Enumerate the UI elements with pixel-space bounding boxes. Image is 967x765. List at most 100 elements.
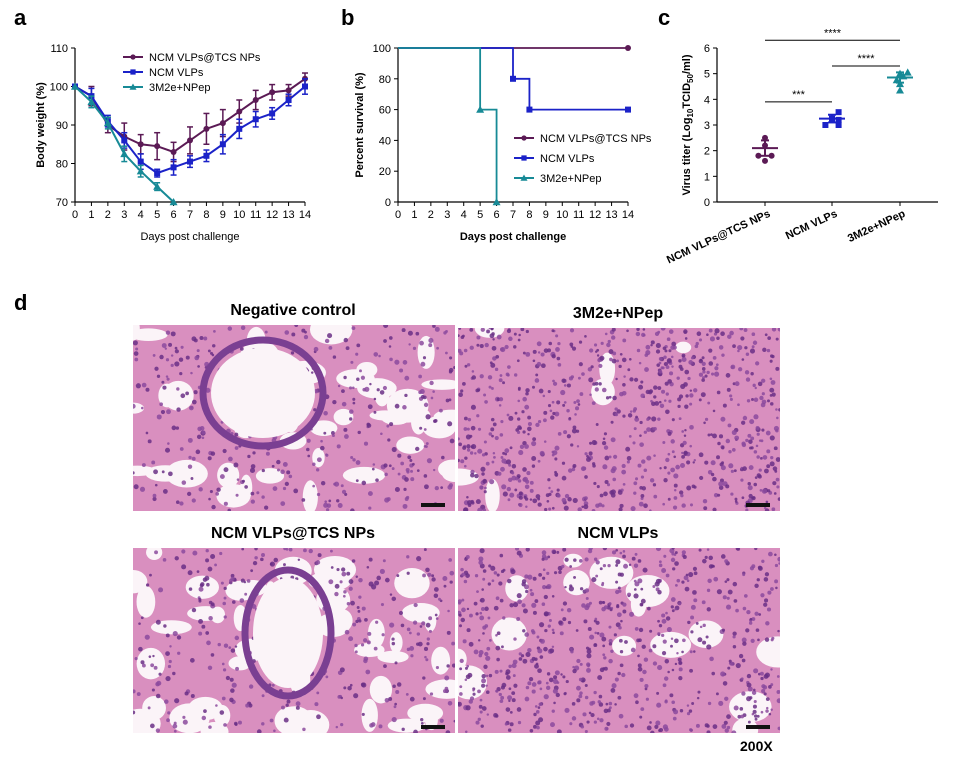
nucleus <box>596 632 600 635</box>
nucleus <box>254 548 258 551</box>
nucleus <box>352 401 356 405</box>
nucleus <box>693 650 696 653</box>
nucleus <box>490 417 495 422</box>
nucleus <box>527 421 532 427</box>
nucleus <box>169 645 172 648</box>
nucleus <box>473 649 479 655</box>
nucleus <box>489 638 492 642</box>
nucleus <box>458 328 462 330</box>
nucleus <box>716 336 720 341</box>
nucleus <box>704 417 709 421</box>
nucleus <box>511 475 517 481</box>
nucleus <box>621 357 627 363</box>
nucleus <box>721 446 725 450</box>
nucleus <box>602 437 606 440</box>
nucleus <box>746 673 752 679</box>
nucleus <box>551 645 555 649</box>
nucleus <box>264 330 268 334</box>
nucleus <box>769 377 773 381</box>
nucleus <box>191 456 196 461</box>
nucleus <box>196 570 200 573</box>
nucleus <box>496 657 500 662</box>
nucleus <box>142 663 146 668</box>
nucleus <box>693 485 697 489</box>
nucleus <box>755 425 760 430</box>
nucleus <box>531 682 537 687</box>
nucleus <box>206 582 210 587</box>
x-axis-label: Days post challenge <box>460 231 566 243</box>
nucleus <box>525 548 530 552</box>
nucleus <box>188 587 193 591</box>
nucleus <box>598 600 603 605</box>
nucleus <box>563 384 567 387</box>
nucleus <box>543 646 548 652</box>
nucleus <box>409 631 412 635</box>
nucleus <box>388 464 392 468</box>
nucleus <box>557 341 561 346</box>
nucleus <box>515 548 520 551</box>
data-point <box>835 122 842 128</box>
nucleus <box>693 388 698 393</box>
nucleus <box>400 461 405 466</box>
nucleus <box>576 399 580 403</box>
nucleus <box>530 629 535 633</box>
nucleus <box>712 507 717 511</box>
nucleus <box>449 356 453 360</box>
nucleus <box>740 714 745 719</box>
nucleus <box>640 380 644 384</box>
nucleus <box>404 393 408 398</box>
nucleus <box>391 637 395 641</box>
nucleus <box>671 341 677 347</box>
nucleus <box>615 589 620 595</box>
nucleus <box>538 717 544 723</box>
nucleus <box>149 573 152 577</box>
nucleus <box>591 401 596 406</box>
nucleus <box>416 642 420 646</box>
nucleus <box>552 631 555 635</box>
nucleus <box>738 367 743 372</box>
nucleus <box>543 594 548 600</box>
nucleus <box>348 586 353 591</box>
nucleus <box>483 490 487 494</box>
nucleus <box>402 405 407 410</box>
nucleus <box>172 723 178 729</box>
nucleus <box>662 502 665 506</box>
nucleus <box>776 698 780 704</box>
nucleus <box>670 467 676 473</box>
x-tick-label: 8 <box>526 209 532 221</box>
alveolar-space <box>302 480 318 511</box>
nucleus <box>586 720 590 724</box>
nucleus <box>522 658 528 664</box>
nucleus <box>715 692 719 696</box>
nucleus <box>458 348 462 353</box>
nucleus <box>737 349 740 353</box>
nucleus <box>379 568 385 575</box>
nucleus <box>210 653 215 657</box>
nucleus <box>735 662 741 669</box>
nucleus <box>250 491 255 496</box>
nucleus <box>689 728 693 732</box>
nucleus <box>421 621 426 626</box>
nucleus <box>155 619 161 625</box>
nucleus <box>158 587 164 593</box>
nucleus <box>271 683 275 687</box>
alveolar-space <box>377 650 409 664</box>
nucleus <box>161 343 167 348</box>
nucleus <box>461 607 466 613</box>
nucleus <box>384 497 390 503</box>
nucleus <box>678 364 683 369</box>
nucleus <box>511 471 515 475</box>
nucleus <box>470 469 475 475</box>
alveolar-space <box>396 436 425 454</box>
nucleus <box>644 683 649 689</box>
nucleus <box>201 624 206 629</box>
nucleus <box>246 579 251 583</box>
nucleus <box>314 702 319 707</box>
nucleus <box>722 673 725 677</box>
nucleus <box>684 337 688 340</box>
nucleus <box>585 596 589 600</box>
nucleus <box>511 663 517 669</box>
nucleus <box>645 697 649 701</box>
nucleus <box>507 728 512 732</box>
nucleus <box>378 724 383 729</box>
